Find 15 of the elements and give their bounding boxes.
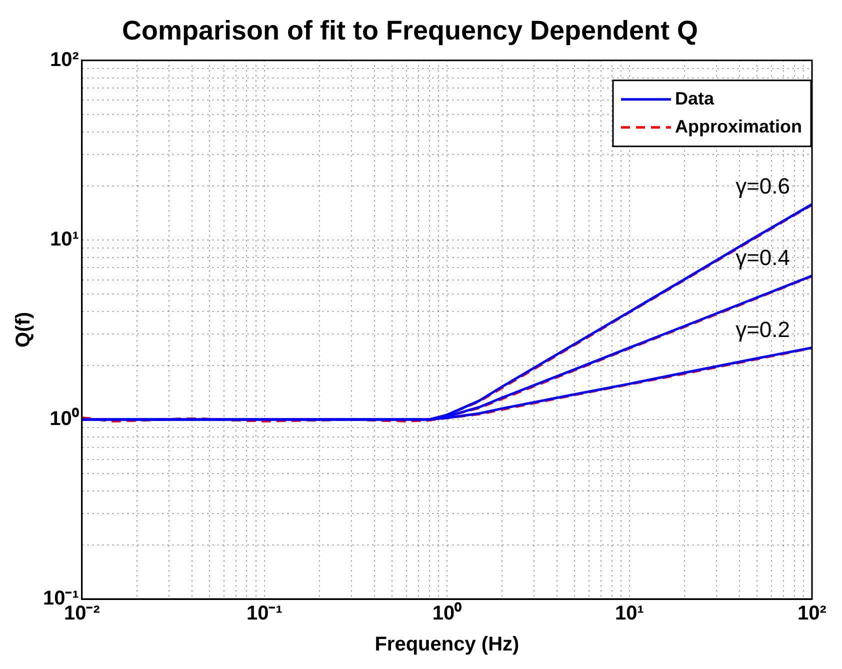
x-axis-title: Frequency (Hz) <box>374 634 520 656</box>
x-tick-label: 10¹ <box>615 602 644 625</box>
annotation: γ=0.4 <box>736 244 790 270</box>
y-axis-title: Q(f) <box>12 312 35 348</box>
annotation: γ=0.6 <box>736 173 790 198</box>
x-tick-label: 10⁻¹ <box>246 602 283 625</box>
legend-label: Approximation <box>675 116 802 136</box>
x-tick-label: 10² <box>798 602 827 625</box>
y-tick-label: 10¹ <box>50 228 80 250</box>
legend-label: Data <box>675 88 715 108</box>
chart-title: Comparison of fit to Frequency Dependent Q <box>122 16 698 46</box>
annotation: γ=0.2 <box>736 316 790 342</box>
y-tick-label: 10⁰ <box>50 406 79 430</box>
x-tick-label: 10⁰ <box>432 602 462 625</box>
y-tick-label: 10² <box>50 48 80 71</box>
